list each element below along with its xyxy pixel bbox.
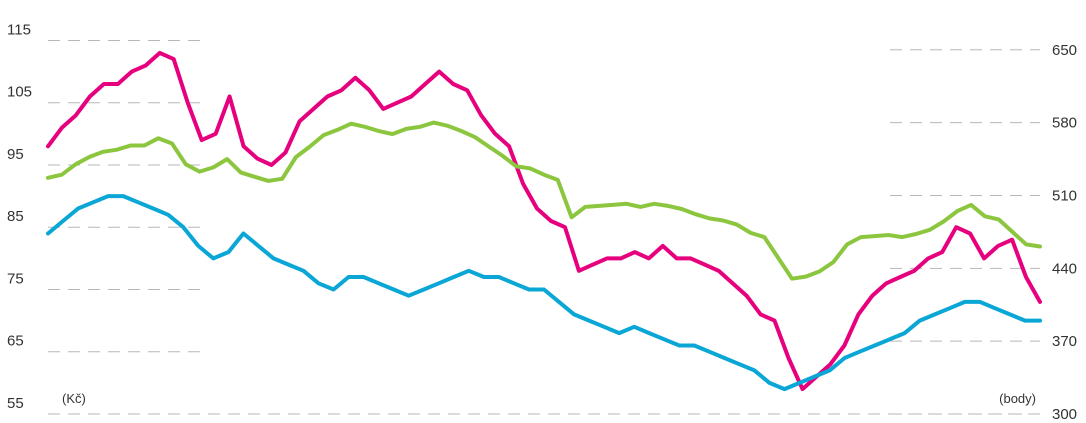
right-tick-label: 510 bbox=[1052, 187, 1077, 204]
left-tick-label: 115 bbox=[7, 21, 31, 38]
right-axis-unit-label: (body) bbox=[999, 391, 1036, 406]
left-tick-label: 85 bbox=[7, 208, 24, 225]
gridlines bbox=[48, 39, 1040, 415]
right-tick-label: 300 bbox=[1052, 406, 1077, 423]
series-line-0 bbox=[46, 50, 1042, 392]
right-tick-label: 650 bbox=[1052, 42, 1077, 59]
right-tick-label: 440 bbox=[1052, 260, 1077, 277]
left-tick-label: 65 bbox=[7, 333, 24, 350]
left-axis-unit-label: (Kč) bbox=[62, 391, 86, 406]
left-tick-label: 95 bbox=[7, 146, 24, 163]
series-layer bbox=[46, 50, 1042, 392]
left-tick-label: 105 bbox=[7, 84, 32, 101]
right-axis-ticks: 300 370 440 510 580 650 bbox=[1052, 42, 1077, 423]
right-tick-label: 370 bbox=[1052, 333, 1077, 350]
left-tick-label: 75 bbox=[7, 270, 24, 287]
series-line-2 bbox=[46, 194, 1042, 392]
left-axis-ticks: 55 65 75 85 95 105 115 bbox=[7, 21, 32, 412]
series-line-1 bbox=[46, 120, 1042, 281]
left-tick-label: 55 bbox=[7, 395, 24, 412]
right-tick-label: 580 bbox=[1052, 115, 1077, 132]
